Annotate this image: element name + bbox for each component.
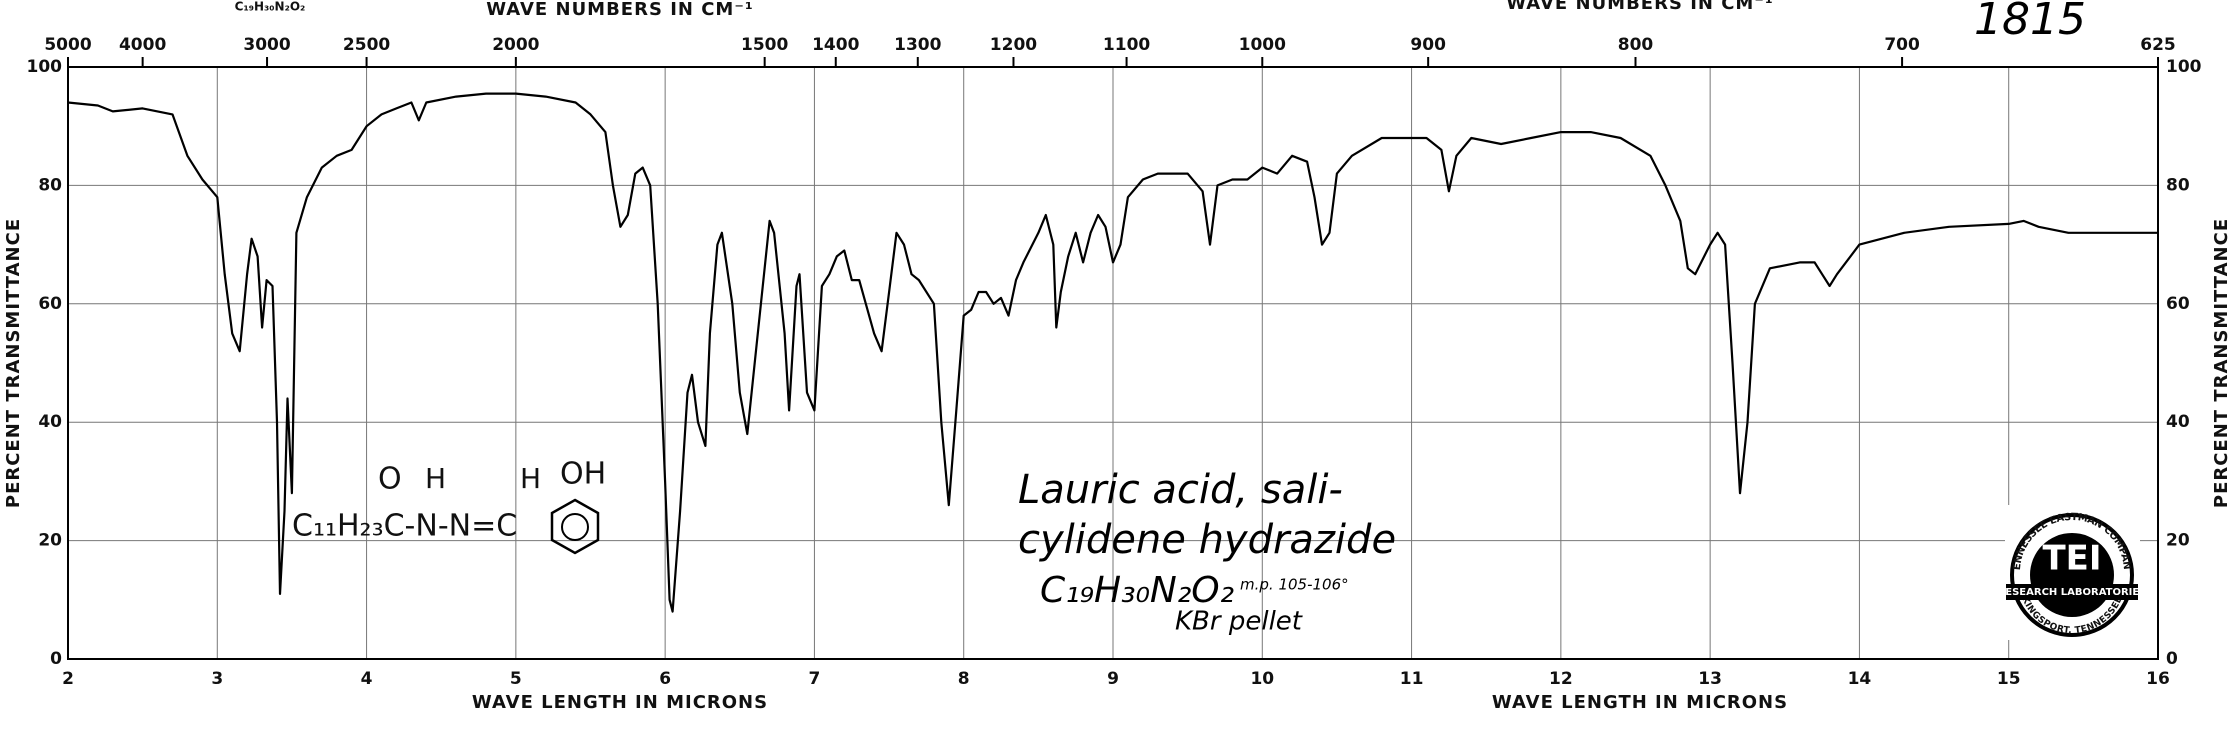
x2-tick-label: 1400 <box>812 35 859 55</box>
logo-band-text: RESEARCH LABORATORIES <box>1998 587 2147 598</box>
y-tick-label: 40 <box>38 412 62 432</box>
x2-tick-label: 1100 <box>1103 35 1150 55</box>
y-tick-label: 40 <box>2166 412 2190 432</box>
y-tick-label: 80 <box>2166 175 2190 195</box>
medium: KBr pellet <box>1175 607 1303 637</box>
y-axis-label: PERCENT TRANSMITTANCE <box>3 218 24 508</box>
structure: C₁₁H₂₃C-N-N=C O H H OH <box>292 457 606 555</box>
x2-tick-label: 5000 <box>44 35 91 55</box>
y-axis-label: PERCENT TRANSMITTANCE <box>2211 218 2232 508</box>
x-tick-label: 6 <box>659 669 671 689</box>
logo-initials: TEI <box>2042 539 2101 579</box>
structure-atom: OH <box>560 457 606 492</box>
y-tick-label: 20 <box>2166 531 2190 551</box>
x2-tick-label: 900 <box>1410 35 1446 55</box>
y-tick-label: 60 <box>2166 294 2190 314</box>
compound-name: cylidene hydrazide <box>1018 517 1396 563</box>
logo-band <box>2006 584 2138 600</box>
x-tick-label: 7 <box>809 669 821 689</box>
benzene-ring <box>561 513 589 541</box>
structure-chain: C₁₁H₂₃C-N-N=C <box>292 509 517 544</box>
x-tick-label: 9 <box>1107 669 1119 689</box>
x-tick-label: 12 <box>1549 669 1573 689</box>
x-tick-label: 10 <box>1250 669 1274 689</box>
x2-tick-label: 3000 <box>243 35 290 55</box>
x2-axis-label: WAVE NUMBERS IN CM⁻¹ <box>486 0 753 20</box>
x2-tick-label: 1000 <box>1239 35 1286 55</box>
x-tick-label: 3 <box>211 669 223 689</box>
y-tick-label: 0 <box>50 649 62 669</box>
spectrum-number: 1815 <box>1974 0 2086 45</box>
spectrum-line <box>67 92 2158 613</box>
x-tick-label: 13 <box>1698 669 1722 689</box>
structure-atom: O <box>378 462 402 497</box>
plot: 0 0 20 20 40 40 60 60 80 80 100 100 2 3 4 5 6 7 8 9 10 11 12 13… <box>27 35 2202 689</box>
x-axis-label: WAVE LENGTH IN MICRONS <box>1492 692 1788 713</box>
x2-tick-label: 1300 <box>894 35 941 55</box>
x-tick-label: 8 <box>958 669 970 689</box>
y-tick-label: 20 <box>38 531 62 551</box>
x-tick-label: 4 <box>361 669 373 689</box>
x-axis-label: WAVE LENGTH IN MICRONS <box>472 692 768 713</box>
x-tick-label: 14 <box>1848 669 1872 689</box>
melting-point: m.p. 105-106° <box>1240 576 1349 594</box>
x-tick-label: 5 <box>510 669 522 689</box>
x2-tick-label: 2500 <box>343 35 390 55</box>
y-tick-label: 100 <box>2166 57 2202 77</box>
x-tick-label: 16 <box>2146 669 2170 689</box>
x2-tick-label: 1500 <box>741 35 788 55</box>
annotation: Lauric acid, sali- cylidene hydrazide C₁… <box>1018 467 1396 637</box>
benzene-ring <box>550 498 600 555</box>
top-formula: C₁₉H₃₀N₂O₂ <box>235 0 306 14</box>
x2-tick-label: 800 <box>1618 35 1654 55</box>
x2-tick-label: 2000 <box>492 35 539 55</box>
formula: C₁₉H₃₀N₂O₂ <box>1040 570 1234 611</box>
y-tick-label: 0 <box>2166 649 2178 669</box>
y-tick-label: 100 <box>27 57 63 77</box>
y-tick-label: 80 <box>38 175 62 195</box>
plot-frame <box>67 66 2159 660</box>
compound-name: Lauric acid, sali- <box>1018 467 1343 513</box>
x2-tick-label: 625 <box>2140 35 2176 55</box>
structure-atom: H <box>520 462 541 495</box>
x-tick-label: 15 <box>1997 669 2021 689</box>
x2-tick-label: 4000 <box>119 35 166 55</box>
x-tick-label: 11 <box>1400 669 1424 689</box>
x2-axis-label: WAVE NUMBERS IN CM⁻¹ <box>1506 0 1773 14</box>
structure-atom: H <box>425 462 446 495</box>
y-tick-label: 60 <box>38 294 62 314</box>
x-tick-label: 2 <box>62 669 74 689</box>
x2-tick-label: 1200 <box>990 35 1037 55</box>
x2-tick-label: 700 <box>1884 35 1920 55</box>
